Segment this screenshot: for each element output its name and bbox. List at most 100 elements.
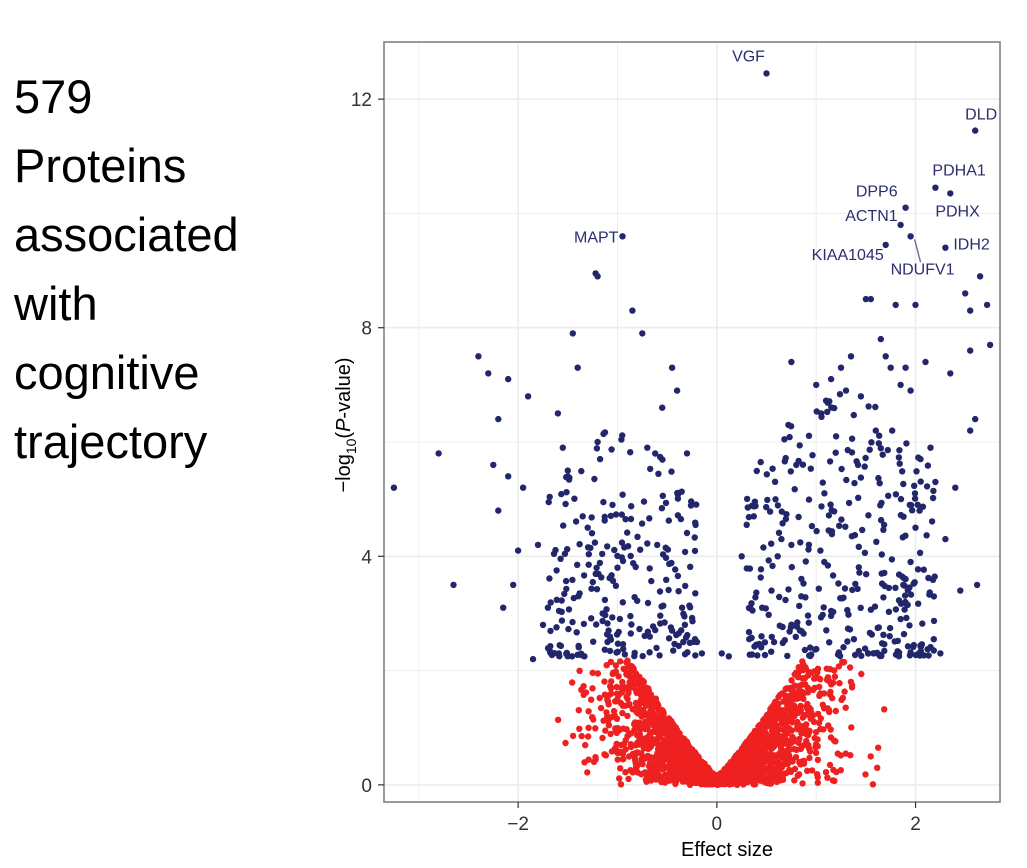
significant-point [878,551,885,558]
significant-point [787,624,795,631]
significant-point [630,560,637,567]
significant-point [902,364,909,371]
significant-point [793,461,800,469]
significant-point [665,635,673,642]
significant-point [561,590,568,598]
labeled-point [972,127,979,134]
significant-point [842,523,849,530]
significant-point [749,607,756,614]
nonsignificant-point [704,779,711,786]
significant-point [929,494,937,502]
significant-point [604,620,611,627]
significant-point [674,572,682,580]
significant-point [907,649,914,656]
nonsignificant-point [619,756,627,763]
nonsignificant-point [600,717,607,724]
significant-point [659,551,667,558]
significant-point [768,587,775,594]
significant-point [743,565,750,572]
significant-point [750,503,758,510]
x-tick-label: 0 [712,814,723,835]
nonsignificant-point [858,670,865,678]
significant-point [967,347,974,354]
significant-point [900,630,908,638]
significant-point [672,566,679,573]
significant-point [920,566,927,573]
significant-point [896,447,903,454]
nonsignificant-point [795,771,803,778]
nonsignificant-point [625,701,633,709]
significant-point [765,557,772,564]
nonsignificant-point [603,709,610,716]
significant-point [636,625,643,633]
significant-point [510,581,517,589]
significant-point [584,524,591,531]
nonsignificant-point [831,673,839,680]
significant-point [841,585,849,592]
significant-point [876,651,883,658]
nonsignificant-point [613,697,621,705]
nonsignificant-point [746,746,753,754]
significant-point [923,532,930,539]
nonsignificant-point [642,689,649,697]
significant-point [600,498,607,506]
x-tick-label: −2 [507,814,529,835]
nonsignificant-point [847,678,855,686]
significant-point [644,628,652,635]
significant-point [534,541,542,549]
nonsignificant-point [688,750,695,757]
caption-line: with [14,277,98,330]
nonsignificant-point [644,739,651,746]
significant-point [895,454,903,461]
significant-point [553,596,560,603]
significant-point [573,629,580,636]
significant-point [818,503,825,510]
significant-point [569,330,576,337]
nonsignificant-point [733,773,740,780]
significant-point [748,600,755,607]
significant-point [666,560,673,568]
significant-point [769,465,776,472]
significant-point [913,468,920,475]
significant-point [546,493,553,501]
gene-label-pdha1: PDHA1 [932,163,985,180]
significant-point [580,620,588,628]
nonsignificant-point [841,688,848,695]
significant-point [656,588,664,595]
significant-point [880,526,887,533]
nonsignificant-point [874,764,881,771]
significant-point [505,473,512,480]
nonsignificant-point [831,777,838,785]
significant-point [599,550,606,558]
significant-point [601,429,609,436]
significant-point [817,547,824,554]
y-tick-label: 12 [351,90,372,111]
significant-point [614,640,622,647]
nonsignificant-point [697,758,704,765]
significant-point [594,438,601,446]
significant-point [657,620,664,627]
significant-point [639,330,646,337]
significant-point [861,463,868,470]
y-tick-label: 4 [361,547,372,568]
significant-point [647,465,654,473]
significant-point [514,547,522,554]
significant-point [785,421,792,429]
significant-point [593,586,601,593]
nonsignificant-point [791,745,798,753]
significant-point [957,587,964,594]
nonsignificant-point [803,721,810,728]
significant-point [827,612,835,619]
nonsignificant-point [816,683,823,691]
significant-point [644,444,651,451]
significant-point [809,452,816,459]
significant-point [574,364,581,371]
significant-point [805,541,813,548]
nonsignificant-point [815,719,823,727]
significant-point [848,533,856,540]
significant-point [897,511,905,519]
nonsignificant-point [602,727,609,734]
significant-point [686,604,694,611]
caption: 579 Proteins associated with cognitive t… [14,62,239,476]
significant-point [880,594,887,601]
